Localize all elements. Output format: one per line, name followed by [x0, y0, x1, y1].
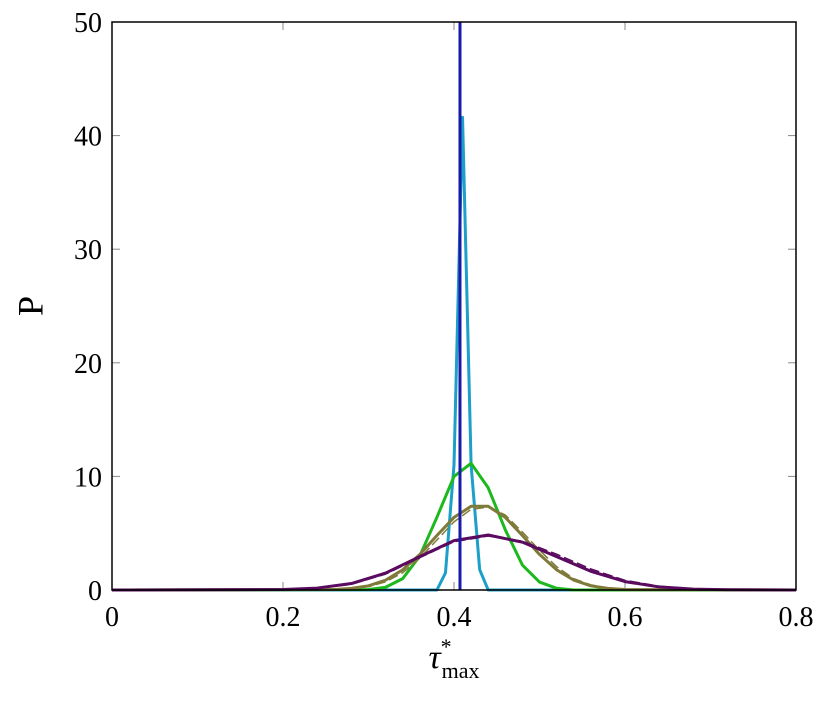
series-line — [111, 461, 796, 592]
y-tick-label: 0 — [88, 576, 102, 607]
x-label-sub: max — [442, 658, 480, 683]
x-axis-label: τ* max — [428, 634, 479, 683]
y-tick-label: 50 — [74, 8, 102, 39]
x-tick-label: 0.6 — [608, 602, 643, 633]
y-tick-label: 10 — [74, 462, 102, 493]
series-line — [112, 115, 796, 592]
y-tick-label: 30 — [74, 235, 102, 266]
plot-frame — [111, 21, 797, 591]
x-tick-label: 0.2 — [266, 602, 301, 633]
series-line — [111, 504, 797, 592]
y-tick-label: 40 — [74, 122, 102, 153]
y-tick-label: 20 — [74, 349, 102, 380]
series-line — [111, 533, 797, 592]
series-line — [282, 535, 728, 591]
x-label-base: τ — [428, 639, 442, 676]
x-label-sup: * — [441, 634, 452, 659]
x-tick-label: 0 — [105, 602, 119, 633]
x-tick-label: 0.4 — [437, 602, 472, 633]
x-tick-label: 0.8 — [779, 602, 814, 633]
series-line — [334, 506, 626, 591]
y-axis-label: P — [10, 296, 50, 316]
